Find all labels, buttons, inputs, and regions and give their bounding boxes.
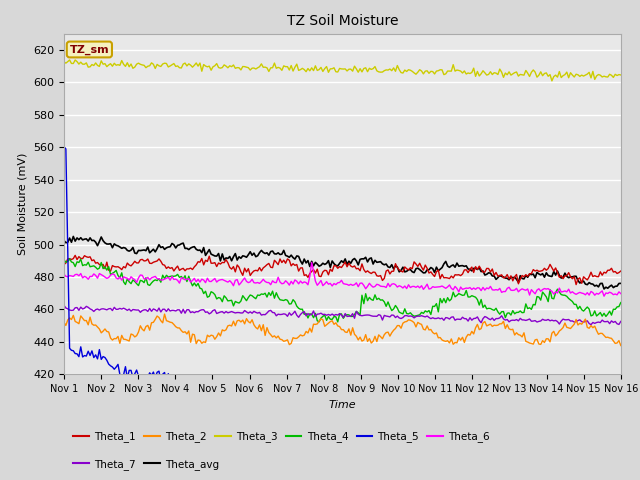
Legend: Theta_7, Theta_avg: Theta_7, Theta_avg xyxy=(69,455,223,474)
Text: TZ_sm: TZ_sm xyxy=(70,44,109,55)
Y-axis label: Soil Moisture (mV): Soil Moisture (mV) xyxy=(17,153,28,255)
Title: TZ Soil Moisture: TZ Soil Moisture xyxy=(287,14,398,28)
X-axis label: Time: Time xyxy=(328,400,356,409)
